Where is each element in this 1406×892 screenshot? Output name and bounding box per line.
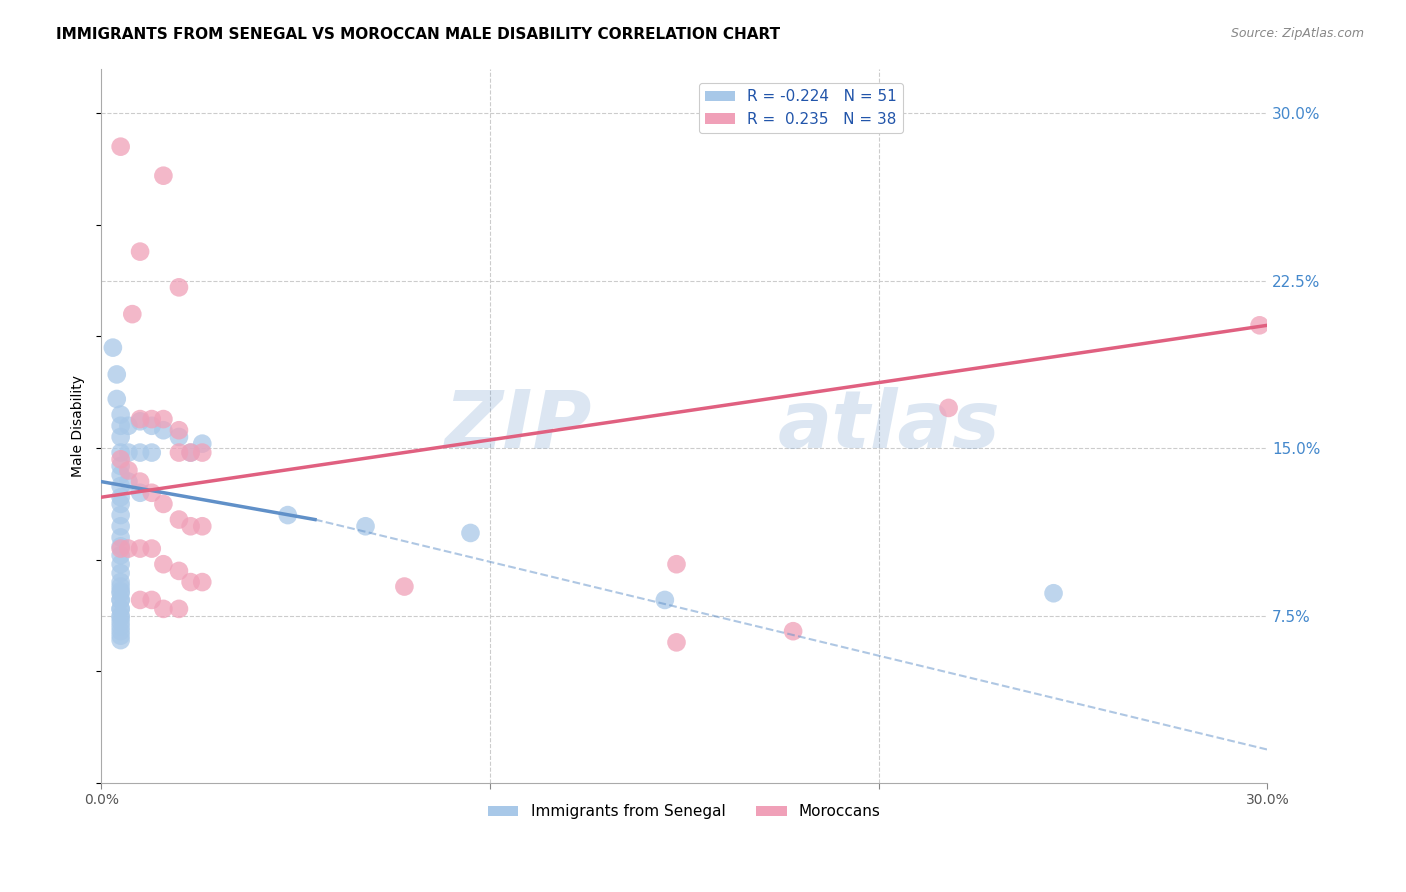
Point [110, 608, 132, 623]
Point [167, 430, 190, 444]
Point [180, 575, 202, 590]
Point [110, 418, 132, 433]
Point [110, 620, 132, 634]
Point [110, 452, 132, 467]
Point [1042, 586, 1064, 600]
Point [152, 423, 174, 437]
Point [152, 412, 174, 426]
Y-axis label: Male Disability: Male Disability [72, 375, 86, 477]
Point [110, 508, 132, 522]
Point [129, 541, 152, 556]
Point [191, 575, 214, 590]
Point [152, 558, 174, 572]
Point [180, 445, 202, 459]
Point [110, 593, 132, 607]
Point [141, 412, 163, 426]
Point [110, 611, 132, 625]
Point [110, 629, 132, 643]
Point [141, 541, 163, 556]
Point [110, 541, 132, 556]
Point [394, 580, 416, 594]
Point [110, 139, 132, 153]
Point [117, 418, 139, 433]
Point [354, 519, 377, 533]
Point [117, 445, 139, 459]
Point [167, 445, 190, 459]
Point [105, 368, 128, 382]
Point [110, 479, 132, 493]
Point [110, 497, 132, 511]
Point [167, 564, 190, 578]
Point [110, 467, 132, 482]
Point [110, 584, 132, 599]
Point [167, 512, 190, 526]
Point [129, 445, 152, 459]
Point [167, 602, 190, 616]
Point [110, 530, 132, 544]
Point [152, 497, 174, 511]
Point [110, 602, 132, 616]
Text: Source: ZipAtlas.com: Source: ZipAtlas.com [1230, 27, 1364, 40]
Point [191, 436, 214, 450]
Point [110, 408, 132, 422]
Point [110, 566, 132, 581]
Point [129, 485, 152, 500]
Point [117, 541, 139, 556]
Point [1249, 318, 1271, 333]
Point [110, 558, 132, 572]
Point [152, 602, 174, 616]
Point [180, 445, 202, 459]
Point [654, 593, 676, 607]
Point [110, 549, 132, 563]
Point [117, 475, 139, 489]
Point [129, 414, 152, 428]
Point [110, 580, 132, 594]
Point [665, 635, 688, 649]
Point [110, 602, 132, 616]
Point [110, 575, 132, 590]
Point [129, 475, 152, 489]
Text: atlas: atlas [778, 387, 1000, 465]
Legend: Immigrants from Senegal, Moroccans: Immigrants from Senegal, Moroccans [482, 798, 887, 825]
Point [110, 445, 132, 459]
Point [129, 593, 152, 607]
Point [782, 624, 804, 639]
Point [110, 540, 132, 554]
Point [180, 519, 202, 533]
Point [191, 445, 214, 459]
Point [110, 519, 132, 533]
Point [167, 280, 190, 294]
Point [129, 412, 152, 426]
Point [129, 244, 152, 259]
Point [141, 445, 163, 459]
Point [277, 508, 299, 522]
Point [141, 418, 163, 433]
Point [938, 401, 960, 415]
Point [110, 593, 132, 607]
Point [117, 463, 139, 477]
Point [110, 624, 132, 639]
Point [110, 615, 132, 630]
Point [110, 586, 132, 600]
Text: ZIP: ZIP [444, 387, 591, 465]
Point [665, 558, 688, 572]
Point [141, 593, 163, 607]
Point [110, 430, 132, 444]
Point [110, 490, 132, 504]
Point [141, 485, 163, 500]
Point [191, 519, 214, 533]
Point [152, 169, 174, 183]
Text: IMMIGRANTS FROM SENEGAL VS MOROCCAN MALE DISABILITY CORRELATION CHART: IMMIGRANTS FROM SENEGAL VS MOROCCAN MALE… [56, 27, 780, 42]
Point [110, 458, 132, 473]
Point [167, 423, 190, 437]
Point [121, 307, 143, 321]
Point [101, 341, 124, 355]
Point [105, 392, 128, 406]
Point [110, 633, 132, 648]
Point [460, 525, 482, 540]
